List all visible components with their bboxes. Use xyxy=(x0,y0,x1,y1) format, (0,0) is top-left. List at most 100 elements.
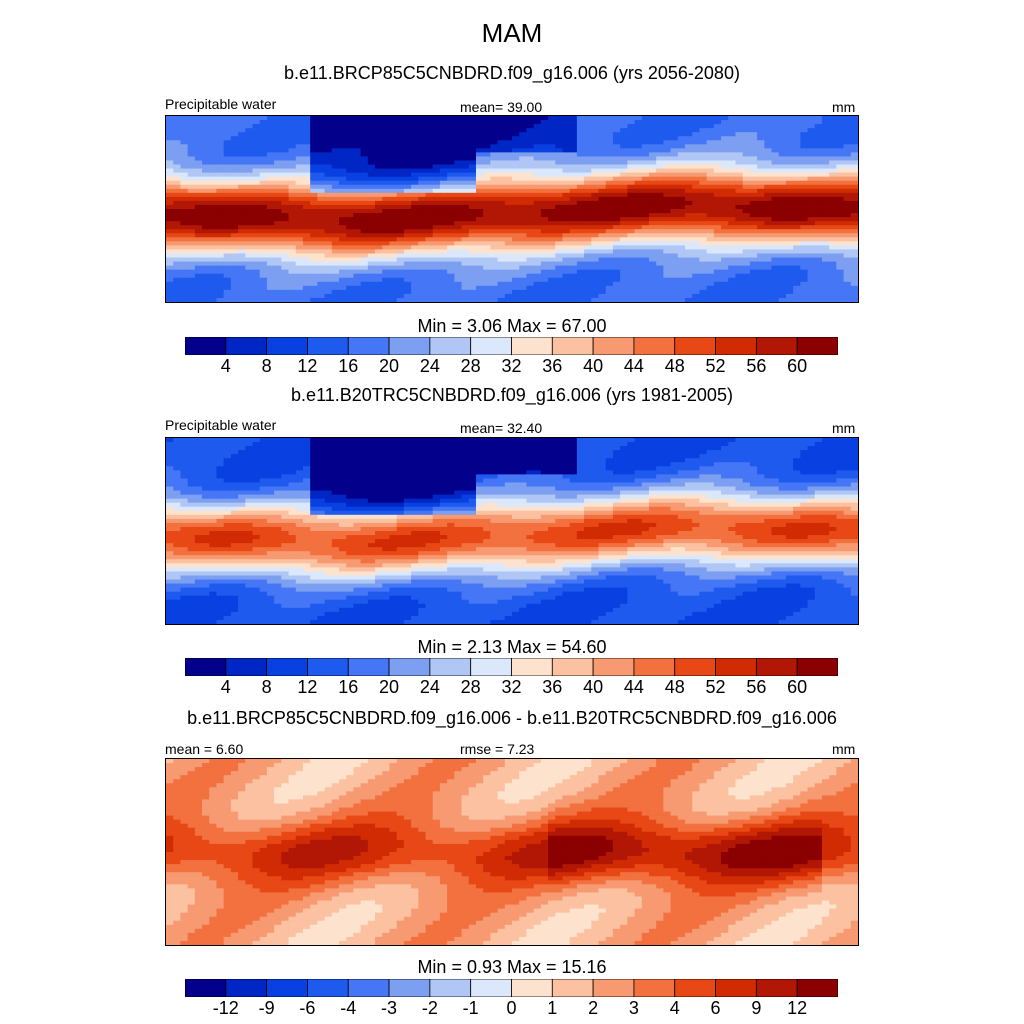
field-cell xyxy=(778,446,787,451)
field-cell xyxy=(793,450,801,455)
field-cell xyxy=(317,450,326,455)
field-cell xyxy=(475,245,484,251)
field-cell xyxy=(836,285,845,291)
field-cell xyxy=(331,450,340,455)
field-cell xyxy=(634,168,643,174)
field-cell xyxy=(266,293,275,299)
field-cell xyxy=(432,200,441,206)
field-cell xyxy=(706,156,715,162)
colorbar-box xyxy=(225,336,268,356)
field-cell xyxy=(230,257,239,263)
field-cell xyxy=(533,160,542,166)
field-cell xyxy=(432,148,441,153)
field-cell xyxy=(252,124,261,129)
field-cell xyxy=(634,253,643,259)
field-cell xyxy=(605,442,614,447)
field-cell xyxy=(850,257,858,263)
field-cell xyxy=(800,249,809,255)
field-cell xyxy=(692,136,701,141)
field-cell xyxy=(850,273,858,279)
field-cell xyxy=(447,200,455,206)
field-cell xyxy=(504,285,513,291)
field-cell xyxy=(259,233,268,238)
field-cell xyxy=(166,164,174,170)
field-cell xyxy=(346,221,355,226)
field-cell xyxy=(576,148,585,153)
field-cell xyxy=(389,438,398,443)
field-cell xyxy=(432,257,441,263)
field-cell xyxy=(317,213,326,218)
field-cell xyxy=(266,140,275,145)
field-cell xyxy=(807,209,816,214)
field-cell xyxy=(259,277,268,283)
field-cell xyxy=(411,128,419,133)
field-cell xyxy=(576,152,585,158)
field-cell xyxy=(735,241,744,246)
field-cell xyxy=(353,192,362,198)
field-cell xyxy=(252,217,261,222)
field-cell xyxy=(367,237,376,242)
field-cell xyxy=(771,116,780,121)
field-cell xyxy=(533,281,542,287)
field-cell xyxy=(259,148,268,153)
field-cell xyxy=(512,225,520,230)
field-cell xyxy=(310,293,318,299)
field-cell xyxy=(576,196,585,202)
field-cell xyxy=(764,116,773,121)
field-cell xyxy=(317,273,326,279)
field-cell xyxy=(800,213,809,218)
field-cell xyxy=(634,265,643,271)
field-cell xyxy=(771,200,780,206)
field-cell xyxy=(814,116,823,121)
field-cell xyxy=(512,257,520,263)
field-cell xyxy=(843,269,852,275)
field-cell xyxy=(317,116,326,121)
field-cell xyxy=(331,168,340,174)
field-cell xyxy=(656,265,664,271)
field-cell xyxy=(223,140,232,145)
field-cell xyxy=(677,209,686,214)
field-cell xyxy=(396,245,405,251)
field-cell xyxy=(677,249,686,255)
field-cell xyxy=(627,192,636,198)
field-cell xyxy=(432,160,441,166)
field-cell xyxy=(317,285,326,291)
field-cell xyxy=(843,442,852,447)
field-cell xyxy=(814,277,823,283)
field-cell xyxy=(512,217,520,222)
field-cell xyxy=(569,221,578,226)
field-cell xyxy=(331,237,340,242)
field-cell xyxy=(173,204,182,210)
field-cell xyxy=(670,152,679,158)
field-cell xyxy=(209,160,218,166)
field-cell xyxy=(252,156,261,162)
field-cell xyxy=(439,132,448,137)
field-cell xyxy=(540,289,549,295)
field-cell xyxy=(620,261,628,267)
field-cell xyxy=(295,249,304,255)
field-cell xyxy=(533,196,542,202)
field-cell xyxy=(504,245,513,251)
field-cell xyxy=(677,152,686,158)
field-cell xyxy=(713,241,722,246)
field-cell xyxy=(245,221,254,226)
field-cell xyxy=(540,285,549,291)
field-cell xyxy=(814,204,823,210)
field-cell xyxy=(216,261,225,267)
field-cell xyxy=(771,273,780,279)
field-cell xyxy=(375,124,383,129)
field-cell xyxy=(252,241,261,246)
field-cell xyxy=(432,273,441,279)
field-cell xyxy=(396,265,405,271)
field-cell xyxy=(555,450,564,455)
field-cell xyxy=(317,257,326,263)
field-cell xyxy=(548,188,556,194)
field-cell xyxy=(793,196,801,202)
field-cell xyxy=(663,164,672,170)
field-cell xyxy=(576,297,585,302)
field-cell xyxy=(216,450,225,455)
field-cell xyxy=(533,225,542,230)
field-cell xyxy=(562,454,571,459)
field-cell xyxy=(346,152,355,158)
field-cell xyxy=(576,237,585,242)
